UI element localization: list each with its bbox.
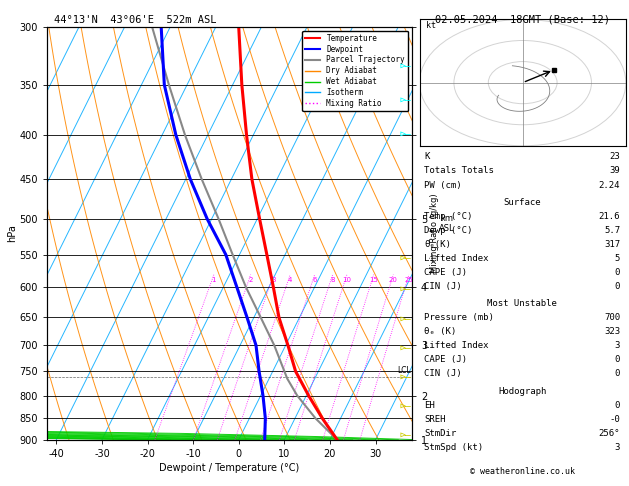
Text: SREH: SREH [424,415,445,424]
Text: 02.05.2024  18GMT (Base: 12): 02.05.2024 18GMT (Base: 12) [435,15,610,25]
Text: 0: 0 [615,268,620,277]
Text: Hodograph: Hodograph [498,386,546,396]
Text: ⊳—: ⊳— [399,284,411,294]
Text: StmDir: StmDir [424,429,456,438]
Text: ⊳—: ⊳— [399,372,411,382]
Text: 323: 323 [604,327,620,336]
Text: 700: 700 [604,313,620,322]
Text: Mixing Ratio (g/kg): Mixing Ratio (g/kg) [430,193,438,273]
Text: 15: 15 [369,277,378,283]
Text: 21.6: 21.6 [599,212,620,221]
Text: K: K [424,152,430,160]
Text: Totals Totals: Totals Totals [424,166,494,175]
Text: 10: 10 [342,277,352,283]
Text: 317: 317 [604,240,620,249]
Text: Most Unstable: Most Unstable [487,299,557,308]
Text: 1: 1 [211,277,216,283]
Text: 3: 3 [615,443,620,452]
Text: ⊳—: ⊳— [399,95,411,104]
Text: Surface: Surface [503,198,541,207]
Text: 0: 0 [615,355,620,364]
Text: StmSpd (kt): StmSpd (kt) [424,443,483,452]
Text: EH: EH [424,401,435,410]
Text: Pressure (mb): Pressure (mb) [424,313,494,322]
Text: 3: 3 [271,277,276,283]
Text: CAPE (J): CAPE (J) [424,268,467,277]
Y-axis label: hPa: hPa [7,225,17,242]
Text: 23: 23 [610,152,620,160]
Text: θₑ(K): θₑ(K) [424,240,451,249]
Text: 4: 4 [288,277,292,283]
Legend: Temperature, Dewpoint, Parcel Trajectory, Dry Adiabat, Wet Adiabat, Isotherm, Mi: Temperature, Dewpoint, Parcel Trajectory… [302,31,408,111]
Text: 0: 0 [615,369,620,379]
X-axis label: Dewpoint / Temperature (°C): Dewpoint / Temperature (°C) [160,463,299,473]
Text: 39: 39 [610,166,620,175]
Text: CIN (J): CIN (J) [424,282,462,291]
Text: LCL: LCL [397,366,411,375]
Text: © weatheronline.co.uk: © weatheronline.co.uk [470,467,574,476]
Text: 5: 5 [615,254,620,263]
Text: ⊳—: ⊳— [399,129,411,139]
Text: 5.7: 5.7 [604,226,620,235]
Text: ⊳—: ⊳— [399,61,411,70]
Text: Temp (°C): Temp (°C) [424,212,472,221]
Text: ⊳—: ⊳— [399,253,411,262]
Text: 0: 0 [615,282,620,291]
Text: 3: 3 [615,341,620,350]
Text: 6: 6 [313,277,317,283]
Text: 8: 8 [330,277,335,283]
Text: 2: 2 [248,277,253,283]
Text: ⊳—: ⊳— [399,430,411,440]
Text: kt: kt [426,21,437,30]
Text: CAPE (J): CAPE (J) [424,355,467,364]
Text: 0: 0 [615,401,620,410]
Text: 25: 25 [404,277,413,283]
Text: θₑ (K): θₑ (K) [424,327,456,336]
Text: ⊳—: ⊳— [399,343,411,352]
Text: 2.24: 2.24 [599,181,620,190]
Text: ⊳—: ⊳— [399,401,411,411]
Text: Lifted Index: Lifted Index [424,341,489,350]
Text: 20: 20 [389,277,398,283]
Text: 44°13'N  43°06'E  522m ASL: 44°13'N 43°06'E 522m ASL [55,15,217,25]
Text: Lifted Index: Lifted Index [424,254,489,263]
Text: Dewp (°C): Dewp (°C) [424,226,472,235]
Text: -0: -0 [610,415,620,424]
Text: PW (cm): PW (cm) [424,181,462,190]
Y-axis label: km
ASL: km ASL [439,214,455,233]
Text: 256°: 256° [599,429,620,438]
Text: CIN (J): CIN (J) [424,369,462,379]
Text: ⊳—: ⊳— [399,313,411,323]
